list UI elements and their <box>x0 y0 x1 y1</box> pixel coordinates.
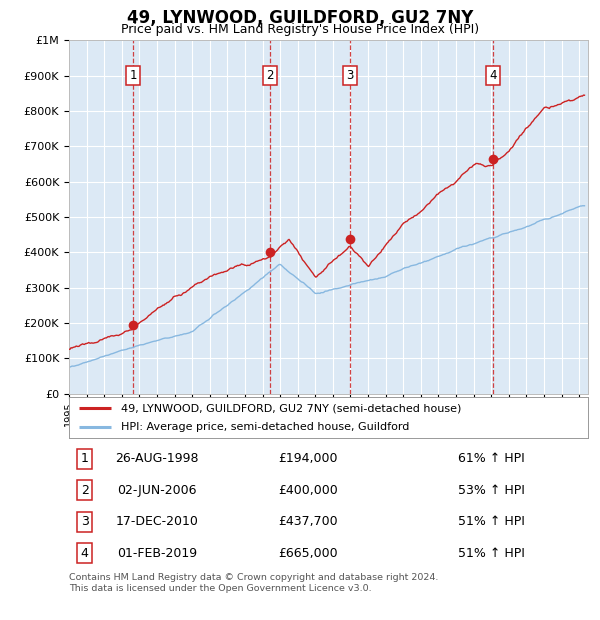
Text: 2: 2 <box>80 484 89 497</box>
Text: £194,000: £194,000 <box>278 452 337 465</box>
Text: £665,000: £665,000 <box>278 547 338 560</box>
Text: £437,700: £437,700 <box>278 515 338 528</box>
Text: 51% ↑ HPI: 51% ↑ HPI <box>458 515 525 528</box>
Text: Price paid vs. HM Land Registry's House Price Index (HPI): Price paid vs. HM Land Registry's House … <box>121 23 479 36</box>
Text: 3: 3 <box>346 69 353 82</box>
Text: 61% ↑ HPI: 61% ↑ HPI <box>458 452 525 465</box>
Text: 53% ↑ HPI: 53% ↑ HPI <box>458 484 525 497</box>
Text: 2: 2 <box>266 69 274 82</box>
Text: 49, LYNWOOD, GUILDFORD, GU2 7NY: 49, LYNWOOD, GUILDFORD, GU2 7NY <box>127 9 473 27</box>
Text: 51% ↑ HPI: 51% ↑ HPI <box>458 547 525 560</box>
Text: £400,000: £400,000 <box>278 484 338 497</box>
Text: 17-DEC-2010: 17-DEC-2010 <box>116 515 199 528</box>
Text: 1: 1 <box>130 69 137 82</box>
Text: 02-JUN-2006: 02-JUN-2006 <box>118 484 197 497</box>
Text: 1: 1 <box>80 452 89 465</box>
Text: 4: 4 <box>80 547 89 560</box>
Text: 4: 4 <box>489 69 496 82</box>
Text: 3: 3 <box>80 515 89 528</box>
Text: HPI: Average price, semi-detached house, Guildford: HPI: Average price, semi-detached house,… <box>121 422 409 432</box>
Text: 01-FEB-2019: 01-FEB-2019 <box>117 547 197 560</box>
Text: Contains HM Land Registry data © Crown copyright and database right 2024.
This d: Contains HM Land Registry data © Crown c… <box>69 574 439 593</box>
Text: 49, LYNWOOD, GUILDFORD, GU2 7NY (semi-detached house): 49, LYNWOOD, GUILDFORD, GU2 7NY (semi-de… <box>121 404 461 414</box>
Text: 26-AUG-1998: 26-AUG-1998 <box>115 452 199 465</box>
